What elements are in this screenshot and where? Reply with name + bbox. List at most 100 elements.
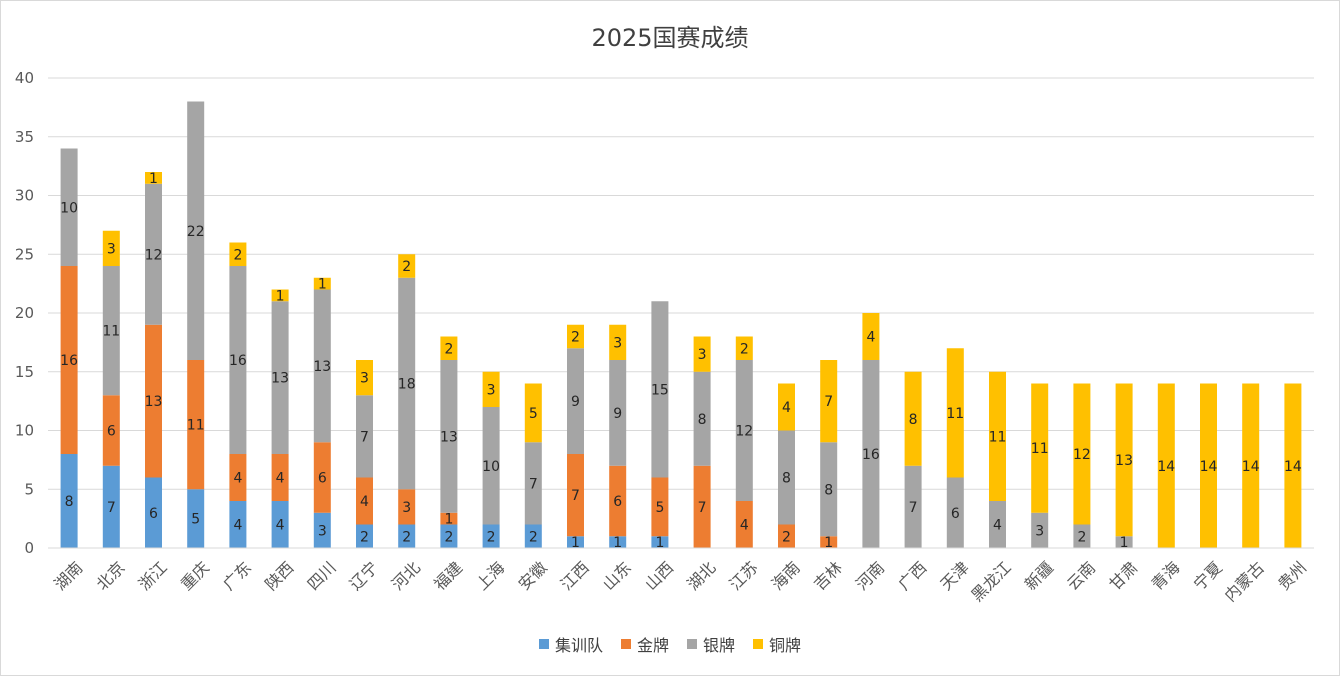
x-tick-label: 江西: [557, 558, 593, 594]
bar-segment: [609, 360, 627, 466]
bar-segment: [609, 465, 627, 537]
x-tick-label: 新疆: [1021, 558, 1057, 594]
data-label: 14: [1200, 459, 1218, 475]
data-label: 12: [735, 424, 753, 440]
data-label: 11: [102, 324, 120, 340]
legend-swatch: [538, 639, 549, 649]
x-tick-label: 陕西: [261, 558, 297, 594]
x-tick-label: 福建: [430, 558, 466, 594]
data-label: 3: [318, 523, 327, 539]
data-label: 2: [402, 259, 411, 275]
data-label: 7: [909, 500, 918, 516]
data-label: 14: [1242, 459, 1260, 475]
data-label: 4: [740, 518, 749, 534]
legend-swatch: [753, 639, 764, 649]
x-tick-label: 内蒙古: [1221, 558, 1268, 605]
bar-segment: [482, 524, 500, 548]
bar-segment: [60, 266, 78, 454]
data-label: 2: [529, 529, 538, 545]
data-label: 6: [951, 506, 960, 522]
data-label: 7: [571, 488, 580, 504]
bar-segment: [1073, 383, 1091, 525]
bar-segment: [524, 524, 542, 548]
data-label: 1: [1120, 535, 1129, 551]
data-label: 11: [187, 418, 205, 434]
bar-segment: [482, 371, 500, 407]
data-label: 8: [909, 412, 918, 428]
legend-label: 银牌: [703, 636, 736, 655]
x-tick-label: 天津: [937, 558, 973, 594]
data-label: 22: [187, 224, 205, 240]
bar-segment: [102, 395, 120, 466]
bar-segment: [60, 454, 78, 548]
data-label: 4: [276, 471, 285, 487]
data-label: 16: [60, 353, 78, 369]
data-label: 9: [571, 394, 580, 410]
bar-segment: [609, 324, 627, 360]
data-label: 1: [276, 288, 285, 304]
bar-segment: [735, 501, 753, 548]
x-tick-label: 上海: [472, 558, 508, 594]
bar-segment: [356, 477, 373, 525]
data-label: 13: [313, 359, 331, 375]
bar-segment: [1115, 383, 1133, 537]
data-label: 2: [571, 330, 580, 346]
data-label: 12: [145, 247, 163, 263]
data-label: 15: [651, 382, 669, 398]
data-label: 8: [65, 494, 74, 510]
x-tick-label: 江苏: [726, 558, 762, 594]
bar-segment: [820, 536, 838, 548]
data-label: 1: [149, 171, 158, 187]
bar-segment: [313, 442, 331, 513]
bar-segment: [440, 336, 458, 360]
data-label: 1: [571, 535, 580, 551]
bar-segment: [271, 289, 289, 302]
data-label: 1: [444, 512, 453, 528]
data-label: 10: [60, 200, 78, 216]
x-tick-label: 海南: [768, 558, 804, 594]
data-label: 4: [276, 518, 285, 534]
data-label: 2: [233, 247, 242, 263]
bar-segment: [271, 454, 289, 501]
data-label: 16: [229, 353, 247, 369]
data-label: 8: [698, 412, 707, 428]
bar-segment: [271, 501, 289, 548]
x-tick-label: 河南: [852, 558, 888, 594]
data-label: 11: [946, 406, 964, 422]
x-tick-label: 青海: [1148, 558, 1184, 594]
data-label: 2: [1077, 529, 1086, 545]
x-tick-label: 宁夏: [1190, 558, 1226, 594]
data-label: 5: [191, 512, 200, 528]
x-tick-label: 重庆: [177, 558, 213, 594]
data-label: 13: [271, 371, 289, 387]
bar-segment: [102, 230, 120, 266]
bar-segment: [440, 524, 458, 548]
data-label: 16: [862, 447, 880, 463]
legend-label: 铜牌: [769, 636, 802, 655]
bar-segment: [398, 277, 416, 490]
data-label: 3: [698, 347, 707, 363]
data-label: 14: [1157, 459, 1175, 475]
bar-segment: [735, 336, 753, 360]
x-tick-label: 浙江: [135, 558, 171, 594]
bar-segment: [356, 524, 373, 548]
data-label: 4: [782, 400, 791, 416]
bar-segment: [1200, 383, 1217, 548]
bar-segment: [145, 172, 162, 184]
bar-segment: [440, 512, 458, 525]
x-tick-label: 安徽: [515, 558, 551, 594]
bar-segment: [567, 536, 584, 548]
bar-segment: [1157, 383, 1175, 548]
data-label: 2: [444, 341, 453, 357]
bar-segment: [398, 524, 416, 548]
bar-segment: [778, 524, 795, 548]
bar-segment: [820, 360, 838, 443]
bar-segment: [651, 536, 669, 548]
y-tick-label: 40: [15, 69, 34, 87]
legend-item: 金牌: [620, 632, 669, 656]
bar-segment: [524, 383, 542, 443]
bar-segment: [989, 501, 1006, 548]
bar-segment: [651, 477, 669, 537]
